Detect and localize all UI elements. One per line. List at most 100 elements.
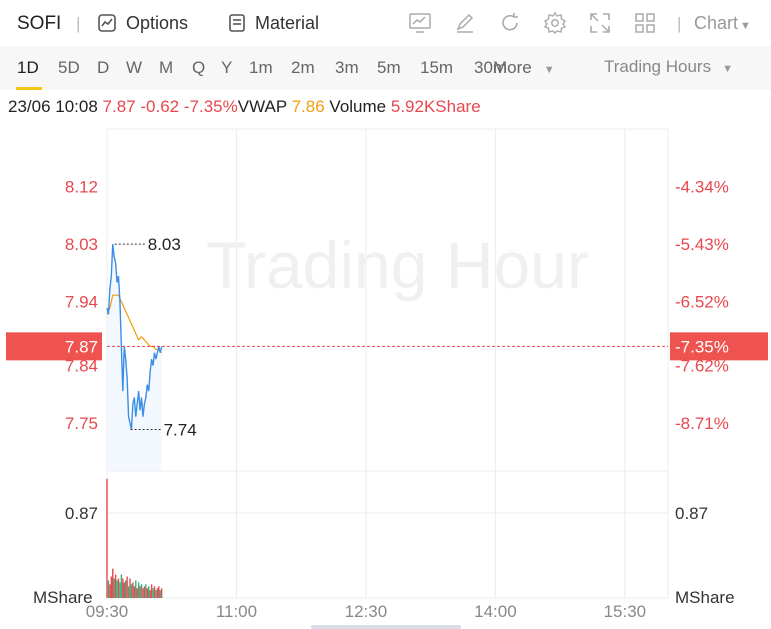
quote-change: -0.62 (140, 97, 180, 116)
volume-bar (155, 590, 157, 598)
x-tick-label: 11:00 (216, 602, 257, 621)
period-w[interactable]: W (126, 58, 143, 77)
material-icon (229, 14, 245, 32)
volume-bar (132, 582, 134, 598)
caret-down-icon: ▼ (740, 20, 751, 32)
material-label: Material (255, 12, 320, 33)
x-tick-label: 14:00 (474, 602, 517, 621)
volume-bar (110, 576, 113, 598)
period-3m[interactable]: 3m (335, 58, 359, 77)
period-5d[interactable]: 5D (58, 58, 80, 77)
divider: | (677, 14, 682, 33)
material-button[interactable]: Material (228, 11, 319, 35)
period-q[interactable]: Q (192, 58, 206, 77)
price-area (107, 244, 162, 471)
volume-bar (116, 580, 118, 598)
current-pct-tag-label: -7.35% (675, 337, 729, 356)
quote-info-line: 23/06 10:08 7.87 -0.62 -7.35%VWAP 7.86 V… (8, 97, 481, 117)
volume-bar (112, 568, 114, 598)
top-toolbar: SOFI | Options Material (0, 0, 771, 46)
refresh-icon[interactable] (498, 11, 522, 35)
volume-bar (117, 578, 120, 598)
volume-bar (123, 582, 125, 598)
volume-unit-label-right: MShare (675, 588, 735, 607)
period-m[interactable]: M (159, 58, 174, 77)
options-button[interactable]: Options (97, 11, 188, 35)
x-tick-label: 12:30 (345, 602, 388, 621)
volume-bar (126, 576, 128, 598)
period-d[interactable]: D (97, 58, 110, 77)
trading-hours-label: Trading Hours (604, 57, 712, 76)
caret-down-icon: ▼ (722, 63, 733, 75)
more-menu[interactable]: More ▼ (493, 58, 555, 78)
vwap-value: 7.86 (291, 97, 325, 116)
volume-bar (156, 588, 159, 598)
volume-bar (145, 584, 147, 598)
high-label: 8.03 (148, 235, 181, 254)
grid-icon[interactable] (633, 11, 657, 35)
y-tick-label-left: 8.03 (65, 235, 98, 254)
volume-bar (129, 578, 131, 598)
volume-unit-label-left: MShare (33, 588, 93, 607)
volume-bar (106, 478, 108, 598)
quote-price: 7.87 (102, 97, 136, 116)
volume-bar (109, 584, 111, 598)
volume-bar (133, 586, 136, 598)
volume-bar (158, 586, 160, 598)
y-tick-label-left: 8.12 (65, 178, 98, 197)
period-1d[interactable]: 1D (17, 58, 39, 77)
gear-icon[interactable] (543, 11, 567, 35)
period-2m[interactable]: 2m (291, 58, 315, 77)
volume-bar (136, 588, 138, 598)
volume-bar (113, 578, 115, 598)
volume-bar (149, 590, 151, 598)
volume-bar (139, 586, 141, 598)
volume-bar (160, 588, 163, 598)
volume-bar (153, 586, 156, 598)
volume-label: Volume (329, 97, 387, 116)
volume-bar (135, 580, 137, 598)
volume-bar (120, 574, 123, 598)
period-y[interactable]: Y (221, 58, 233, 77)
ticker-symbol: SOFI (17, 13, 62, 34)
divider: | (76, 14, 81, 33)
volume-bar (159, 590, 161, 598)
volume-bar (143, 586, 146, 598)
chart-menu[interactable]: Chart ▼ (694, 13, 751, 34)
fullscreen-icon[interactable] (588, 11, 612, 35)
period-15m[interactable]: 15m (420, 58, 454, 77)
volume-bar (127, 586, 130, 598)
current-pct-tag-right (670, 332, 768, 361)
y-tick-label-right: -4.34% (675, 178, 729, 197)
quote-datetime: 23/06 10:08 (8, 97, 98, 116)
period-bar: 1D 5D D W M Q Y 1m 2m 3m 5m 15m 30m More… (0, 46, 771, 90)
volume-bar (146, 588, 148, 598)
options-label: Options (126, 12, 189, 33)
volume-bar (107, 580, 110, 598)
chart-icon[interactable] (408, 11, 432, 35)
volume-bar (148, 586, 150, 598)
y-tick-label-left: 7.75 (65, 414, 98, 433)
more-label: More (493, 58, 532, 77)
low-label: 7.74 (164, 420, 197, 439)
chart-menu-label: Chart (694, 13, 739, 33)
volume-bar (150, 584, 153, 598)
y-tick-label-right: -7.62% (675, 357, 729, 376)
period-5m[interactable]: 5m (377, 58, 401, 77)
trading-hours-menu[interactable]: Trading Hours ▼ (604, 57, 733, 77)
active-period-indicator (16, 87, 42, 90)
volume-bar (152, 588, 154, 598)
period-30m[interactable]: 30m (474, 58, 508, 77)
y-tick-label-right: -8.71% (675, 414, 729, 433)
price-line (106, 243, 163, 430)
pencil-icon[interactable] (453, 11, 477, 35)
x-tick-label: 15:30 (604, 602, 647, 621)
volume-bar (125, 580, 127, 598)
current-price-tag-left (6, 332, 102, 361)
volume-bar (122, 578, 124, 598)
vwap-label: VWAP (237, 97, 287, 116)
period-1m[interactable]: 1m (249, 58, 273, 77)
y-tick-label-right: -5.43% (675, 235, 729, 254)
volume-tick-label-left: 0.87 (65, 504, 98, 523)
